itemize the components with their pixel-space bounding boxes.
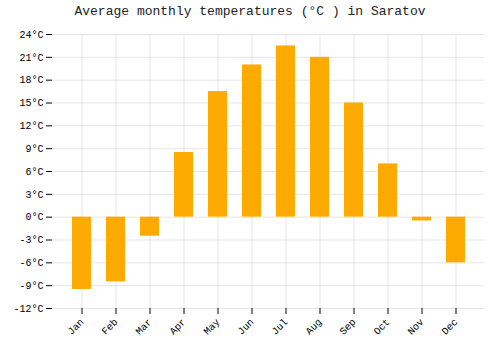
- svg-text:6°C: 6°C: [25, 167, 43, 178]
- svg-text:Jun: Jun: [236, 317, 257, 338]
- svg-text:-9°C: -9°C: [19, 281, 43, 292]
- svg-text:15°C: 15°C: [19, 98, 43, 109]
- svg-text:-6°C: -6°C: [19, 258, 43, 269]
- svg-text:Apr: Apr: [168, 317, 189, 338]
- svg-text:9°C: 9°C: [25, 144, 43, 155]
- svg-text:Feb: Feb: [100, 317, 121, 338]
- svg-text:12°C: 12°C: [19, 121, 43, 132]
- svg-text:21°C: 21°C: [19, 53, 43, 64]
- svg-text:Oct: Oct: [372, 317, 393, 338]
- svg-text:Mar: Mar: [134, 317, 155, 338]
- svg-text:3°C: 3°C: [25, 190, 43, 201]
- svg-text:-3°C: -3°C: [19, 235, 43, 246]
- html-text:Average monthly temperatures (: Average monthly temperatures (°C ) in Sa…: [74, 4, 426, 19]
- svg-text:24°C: 24°C: [19, 30, 43, 41]
- svg-text:18°C: 18°C: [19, 75, 43, 86]
- svg-text:Sep: Sep: [338, 317, 359, 338]
- svg-text:Aug: Aug: [304, 317, 325, 338]
- svg-text:Jul: Jul: [270, 317, 291, 338]
- svg-text:Nov: Nov: [406, 317, 427, 338]
- svg-text:May: May: [202, 317, 223, 338]
- svg-text:Dec: Dec: [440, 317, 461, 338]
- svg-text:-12°C: -12°C: [13, 304, 43, 315]
- svg-text:Jan: Jan: [66, 317, 87, 338]
- svg-text:0°C: 0°C: [25, 212, 43, 223]
